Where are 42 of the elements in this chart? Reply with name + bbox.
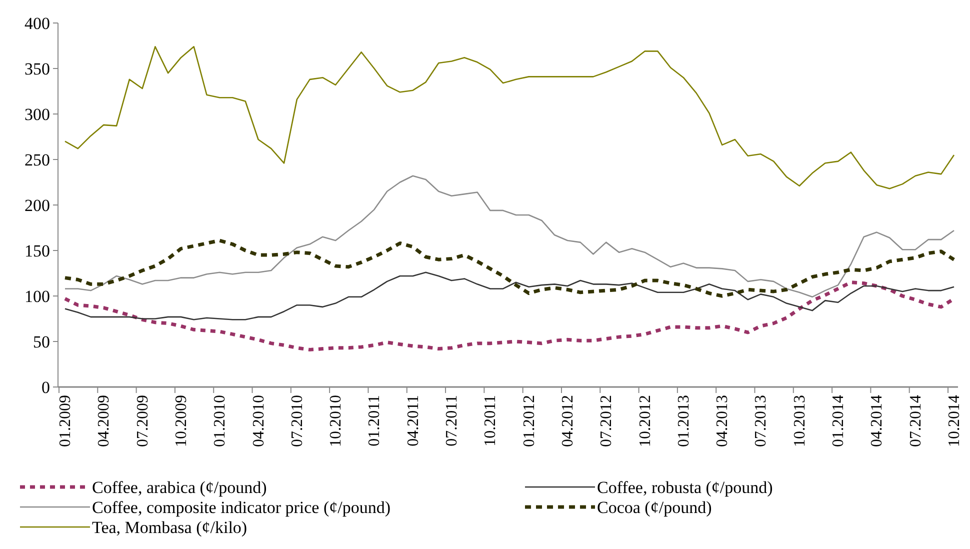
x-tick-label: 04.2009 (96, 395, 113, 447)
x-tick-label: 07.2013 (752, 395, 770, 447)
x-tick-label: 07.2012 (598, 395, 616, 447)
x-tick-label: 04.2013 (714, 395, 732, 447)
x-tick-label: 10.2011 (482, 395, 500, 446)
x-tick-label: 04.2010 (250, 395, 268, 447)
y-tick-label: 250 (24, 150, 50, 170)
y-tick-label: 400 (24, 14, 50, 33)
x-tick-label: 01.2012 (520, 395, 538, 447)
x-tick-label: 10.2010 (328, 395, 345, 447)
y-tick-label: 300 (24, 104, 50, 124)
x-tick-label: 10.2013 (791, 395, 808, 447)
x-tick-label: 01.2009 (57, 395, 74, 447)
line-series (64, 46, 955, 190)
x-tick-label: 07.2010 (288, 395, 306, 447)
y-tick-label: 100 (24, 286, 50, 306)
y-tick-label: 350 (24, 59, 50, 78)
x-tick-label: 10.2009 (172, 395, 190, 447)
x-tick-label: 01.2013 (675, 395, 692, 447)
x-tick-label: 10.2012 (636, 395, 654, 447)
x-tick-label: 07.2014 (907, 395, 924, 447)
legend-label: Tea, Mombasa (¢/kilo) (92, 518, 248, 537)
x-tick-label: 07.2009 (134, 395, 152, 447)
x-tick-label: 04.2014 (868, 395, 886, 447)
legend-label: Coffee, robusta (¢/pound) (597, 478, 773, 497)
x-tick-label: 04.2012 (559, 395, 576, 447)
legend-label: Coffee, composite indicator price (¢/pound) (92, 498, 391, 517)
x-tick-label: 01.2011 (366, 395, 384, 446)
line-series (63, 238, 956, 298)
x-tick-label: 10.2014 (946, 395, 963, 447)
y-tick-label: 150 (24, 241, 50, 260)
x-tick-label: 07.2011 (444, 395, 461, 446)
x-tick-label: 01.2014 (830, 395, 848, 447)
y-tick-label: 50 (33, 332, 50, 352)
x-tick-label: 01.2010 (212, 395, 229, 447)
legend-label: Coffee, arabica (¢/pound) (92, 478, 267, 497)
x-tick-label: 04.2011 (404, 395, 422, 446)
y-tick-label: 0 (42, 378, 50, 397)
line-series (64, 175, 955, 298)
legend-label: Cocoa (¢/pound) (597, 498, 712, 517)
line-series (64, 272, 955, 320)
y-tick-label: 200 (24, 196, 50, 215)
